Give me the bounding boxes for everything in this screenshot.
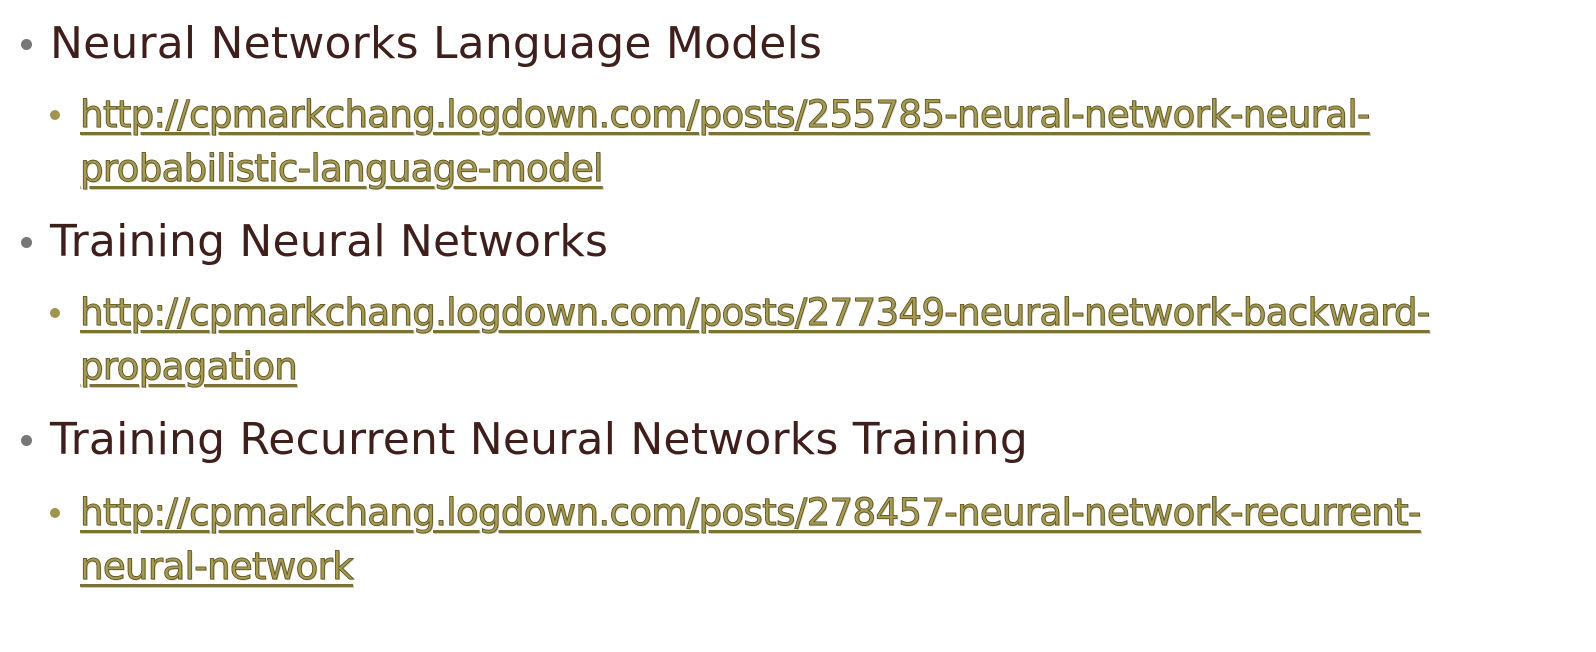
link-line: http://cpmarkchang.logdown.com/posts/255…: [80, 93, 1371, 137]
reference-link[interactable]: http://cpmarkchang.logdown.com/posts/255…: [80, 88, 1580, 196]
bullet-icon: [50, 508, 60, 518]
link-line: http://cpmarkchang.logdown.com/posts/278…: [80, 491, 1422, 535]
link-line: http://cpmarkchang.logdown.com/posts/277…: [80, 291, 1431, 335]
bullet-icon: [21, 237, 32, 248]
link-line: propagation: [80, 345, 299, 389]
link-line: neural-network: [80, 545, 354, 589]
bullet-icon: [50, 110, 60, 120]
bullet-icon: [21, 39, 32, 50]
bullet-icon: [21, 435, 32, 446]
topic-heading: Training Neural Networks: [50, 216, 609, 267]
bullet-icon: [50, 308, 60, 318]
topic-heading: Neural Networks Language Models: [50, 18, 823, 69]
reference-link[interactable]: http://cpmarkchang.logdown.com/posts/277…: [80, 286, 1580, 394]
link-line: probabilistic-language-model: [80, 147, 604, 191]
reference-link[interactable]: http://cpmarkchang.logdown.com/posts/278…: [80, 486, 1580, 594]
topic-heading: Training Recurrent Neural Networks Train…: [50, 414, 1028, 465]
